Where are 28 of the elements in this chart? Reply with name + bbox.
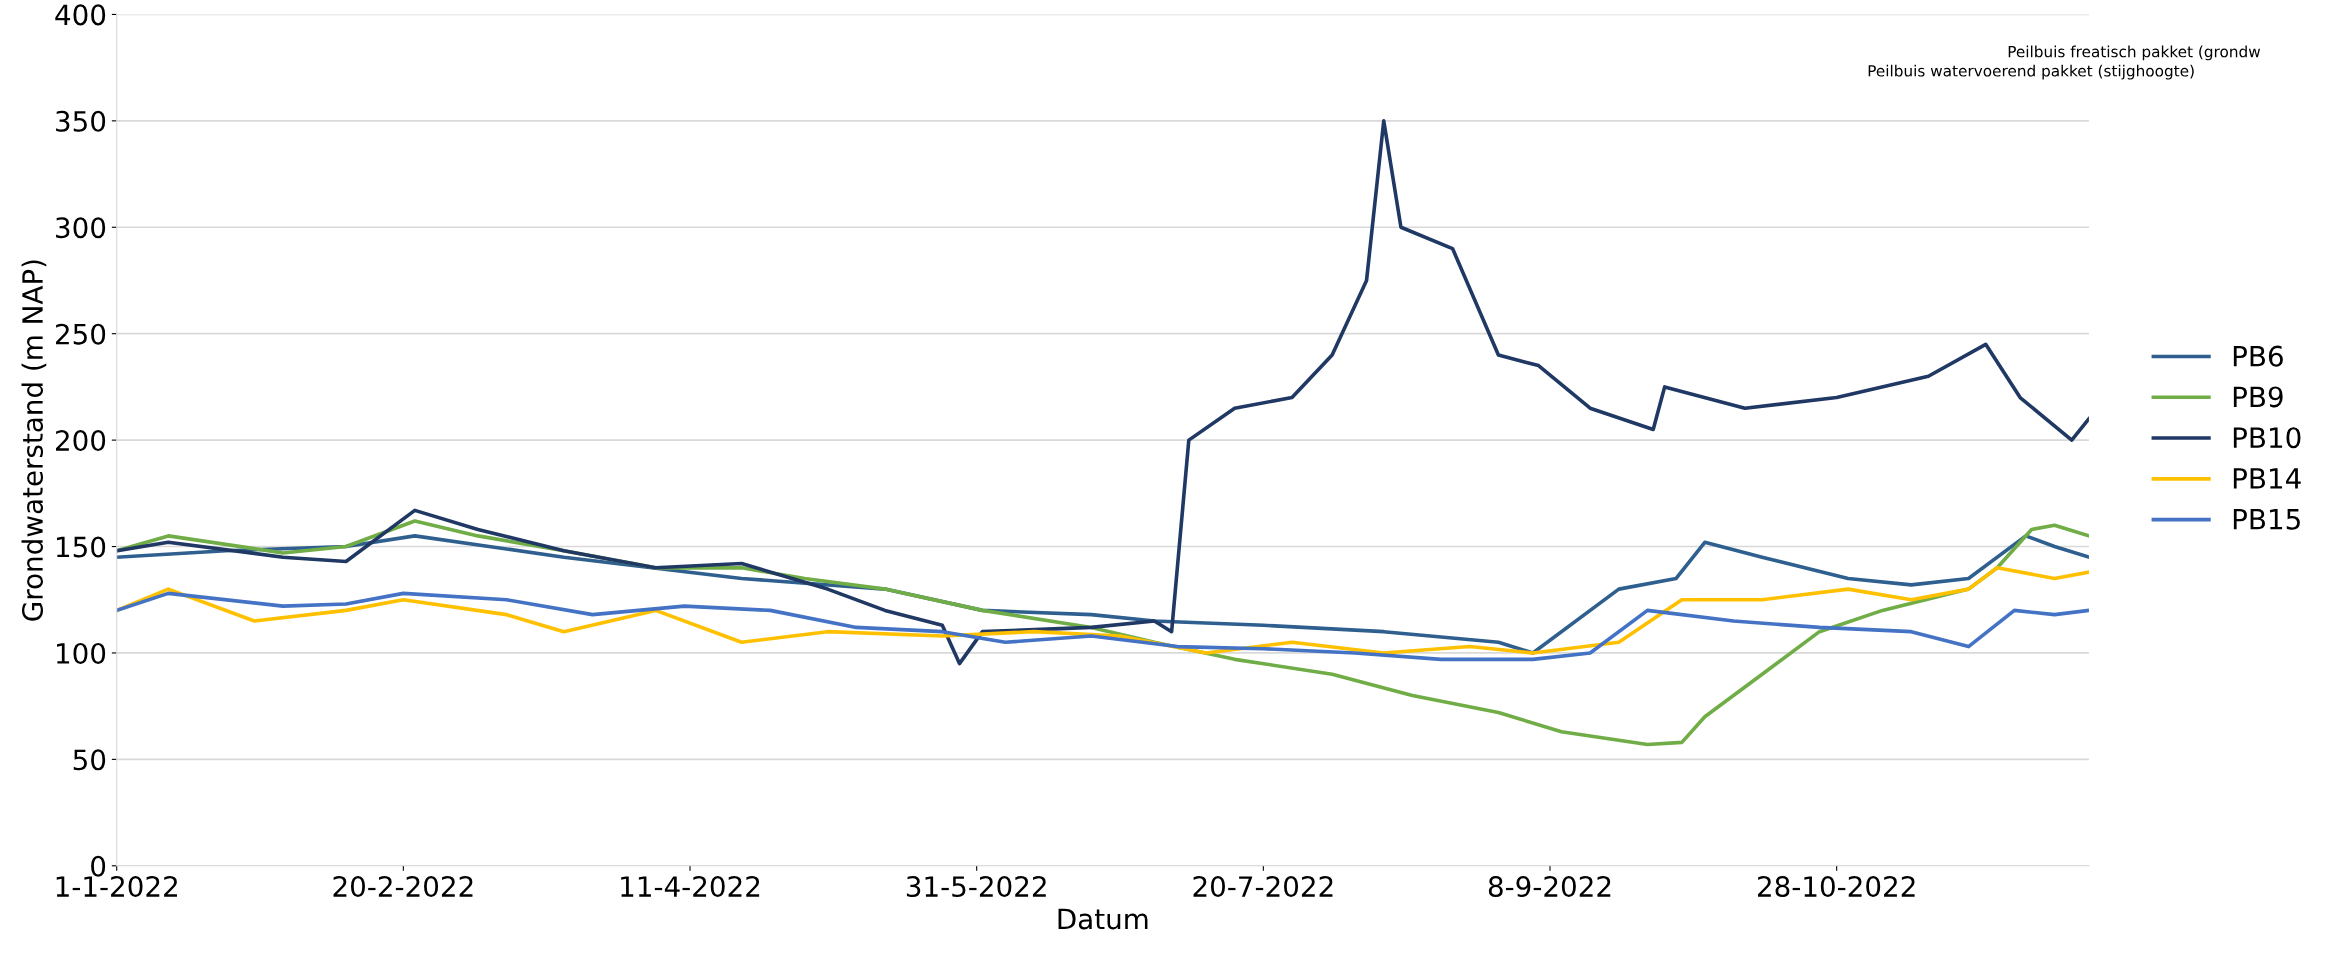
legend-label: PB9 (2233, 386, 2283, 408)
y-tick-label: 350 (56, 110, 106, 132)
legend-label: PB14 (2233, 468, 2301, 489)
x-tick-label: 1-1-2022 (56, 876, 177, 898)
y-tick-label: 100 (57, 642, 106, 664)
x-tick-label: 20-2-2022 (333, 876, 473, 898)
x-tick-label: 8-9-2022 (1488, 876, 1611, 898)
y-tick-label: 200 (55, 430, 106, 452)
x-tick-label: 28-10-2022 (1757, 876, 1915, 898)
y-tick-label: 400 (55, 4, 106, 26)
line-series (116, 119, 2089, 666)
legend-label: PB6 (2233, 345, 2283, 367)
line-series (116, 566, 2089, 655)
y-tick-label: 250 (55, 323, 106, 345)
annotation: Peilbuis watervoerend pakket (stijghoogte) (1868, 64, 2194, 80)
x-axis-title: Datum (1058, 908, 1148, 930)
annotation: Peilbuis freatisch pakket (grondw (2008, 45, 2261, 61)
line-series (116, 591, 2089, 662)
y-axis-title: Grondwaterstand (m NAP) (21, 260, 47, 621)
y-tick-label: 150 (57, 536, 106, 558)
x-tick-label: 31-5-2022 (906, 876, 1046, 898)
x-tick-label: 11-4-2022 (621, 876, 760, 898)
legend-label: PB10 (2233, 427, 2301, 449)
y-tick-label: 0 (91, 855, 106, 877)
y-tick-label: 50 (73, 749, 106, 771)
legend-label: PB15 (2233, 509, 2300, 530)
x-tick-label: 20-7-2022 (1193, 876, 1333, 898)
y-tick-label: 300 (56, 217, 106, 239)
